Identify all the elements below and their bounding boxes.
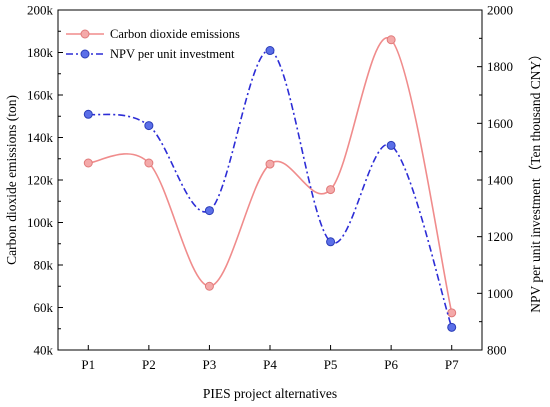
npv-data-point [447,322,457,332]
npv-data-point [265,46,275,56]
carbon-data-point [144,158,154,168]
y-left-tick-label: 40k [34,343,54,358]
y-axis-right-title: NPV per unit investment（Ten thousand CNY… [528,47,543,312]
npv-data-point [326,237,336,247]
y-right-tick-label: 1600 [487,116,513,131]
x-tick-label: P6 [384,357,398,372]
y-left-tick-label: 200k [27,3,54,18]
plot-area-frame [57,9,483,351]
npv-data-point [83,109,93,119]
x-tick-label: P1 [81,357,95,372]
y-left-tick-label: 120k [27,173,54,188]
y-left-tick-label: 180k [27,45,54,60]
legend: Carbon dioxide emissions NPV per unit in… [66,27,240,61]
carbon-data-point [204,281,214,291]
y-right-tick-label: 800 [487,343,507,358]
legend-marker-npv [80,49,90,59]
series-layer [83,35,457,332]
y-right-tick-label: 1200 [487,229,513,244]
axes-layer: P1 P2 P3 P4 P5 P6 P7 40k 60k 80k 100k 120k 140k 160k 1… [27,3,513,373]
y-right-tick-label: 1000 [487,286,513,301]
carbon-data-point [265,159,275,169]
legend-label-npv: NPV per unit investment [110,47,235,61]
y-right-tick-label: 1800 [487,59,513,74]
x-tick-label: P5 [324,357,338,372]
carbon-data-point [447,308,457,318]
npv-data-point [144,121,154,131]
npv-data-point [204,206,214,216]
legend-marker-carbon [80,29,90,39]
y-left-tick-label: 100k [27,215,54,230]
y-right-tick-label: 1400 [487,173,513,188]
carbon-data-point [386,35,396,45]
y-right-tick-label: 2000 [487,3,513,18]
x-tick-label: P2 [142,357,156,372]
y-left-tick-label: 80k [34,258,54,273]
x-tick-label: P3 [203,357,217,372]
x-tick-label: P7 [445,357,459,372]
npv-data-point [386,140,396,150]
y-left-tick-label: 140k [27,130,54,145]
x-axis-title: PIES project alternatives [203,386,337,401]
y-axis-left-title: Carbon dioxide emissions (ton) [4,95,19,265]
y-left-tick-label: 160k [27,88,54,103]
legend-label-carbon: Carbon dioxide emissions [110,27,240,41]
x-tick-label: P4 [263,357,277,372]
y-left-tick-label: 60k [34,300,54,315]
carbon-data-point [326,185,336,195]
carbon-data-point [83,158,93,168]
carbon-series-line [88,37,453,313]
